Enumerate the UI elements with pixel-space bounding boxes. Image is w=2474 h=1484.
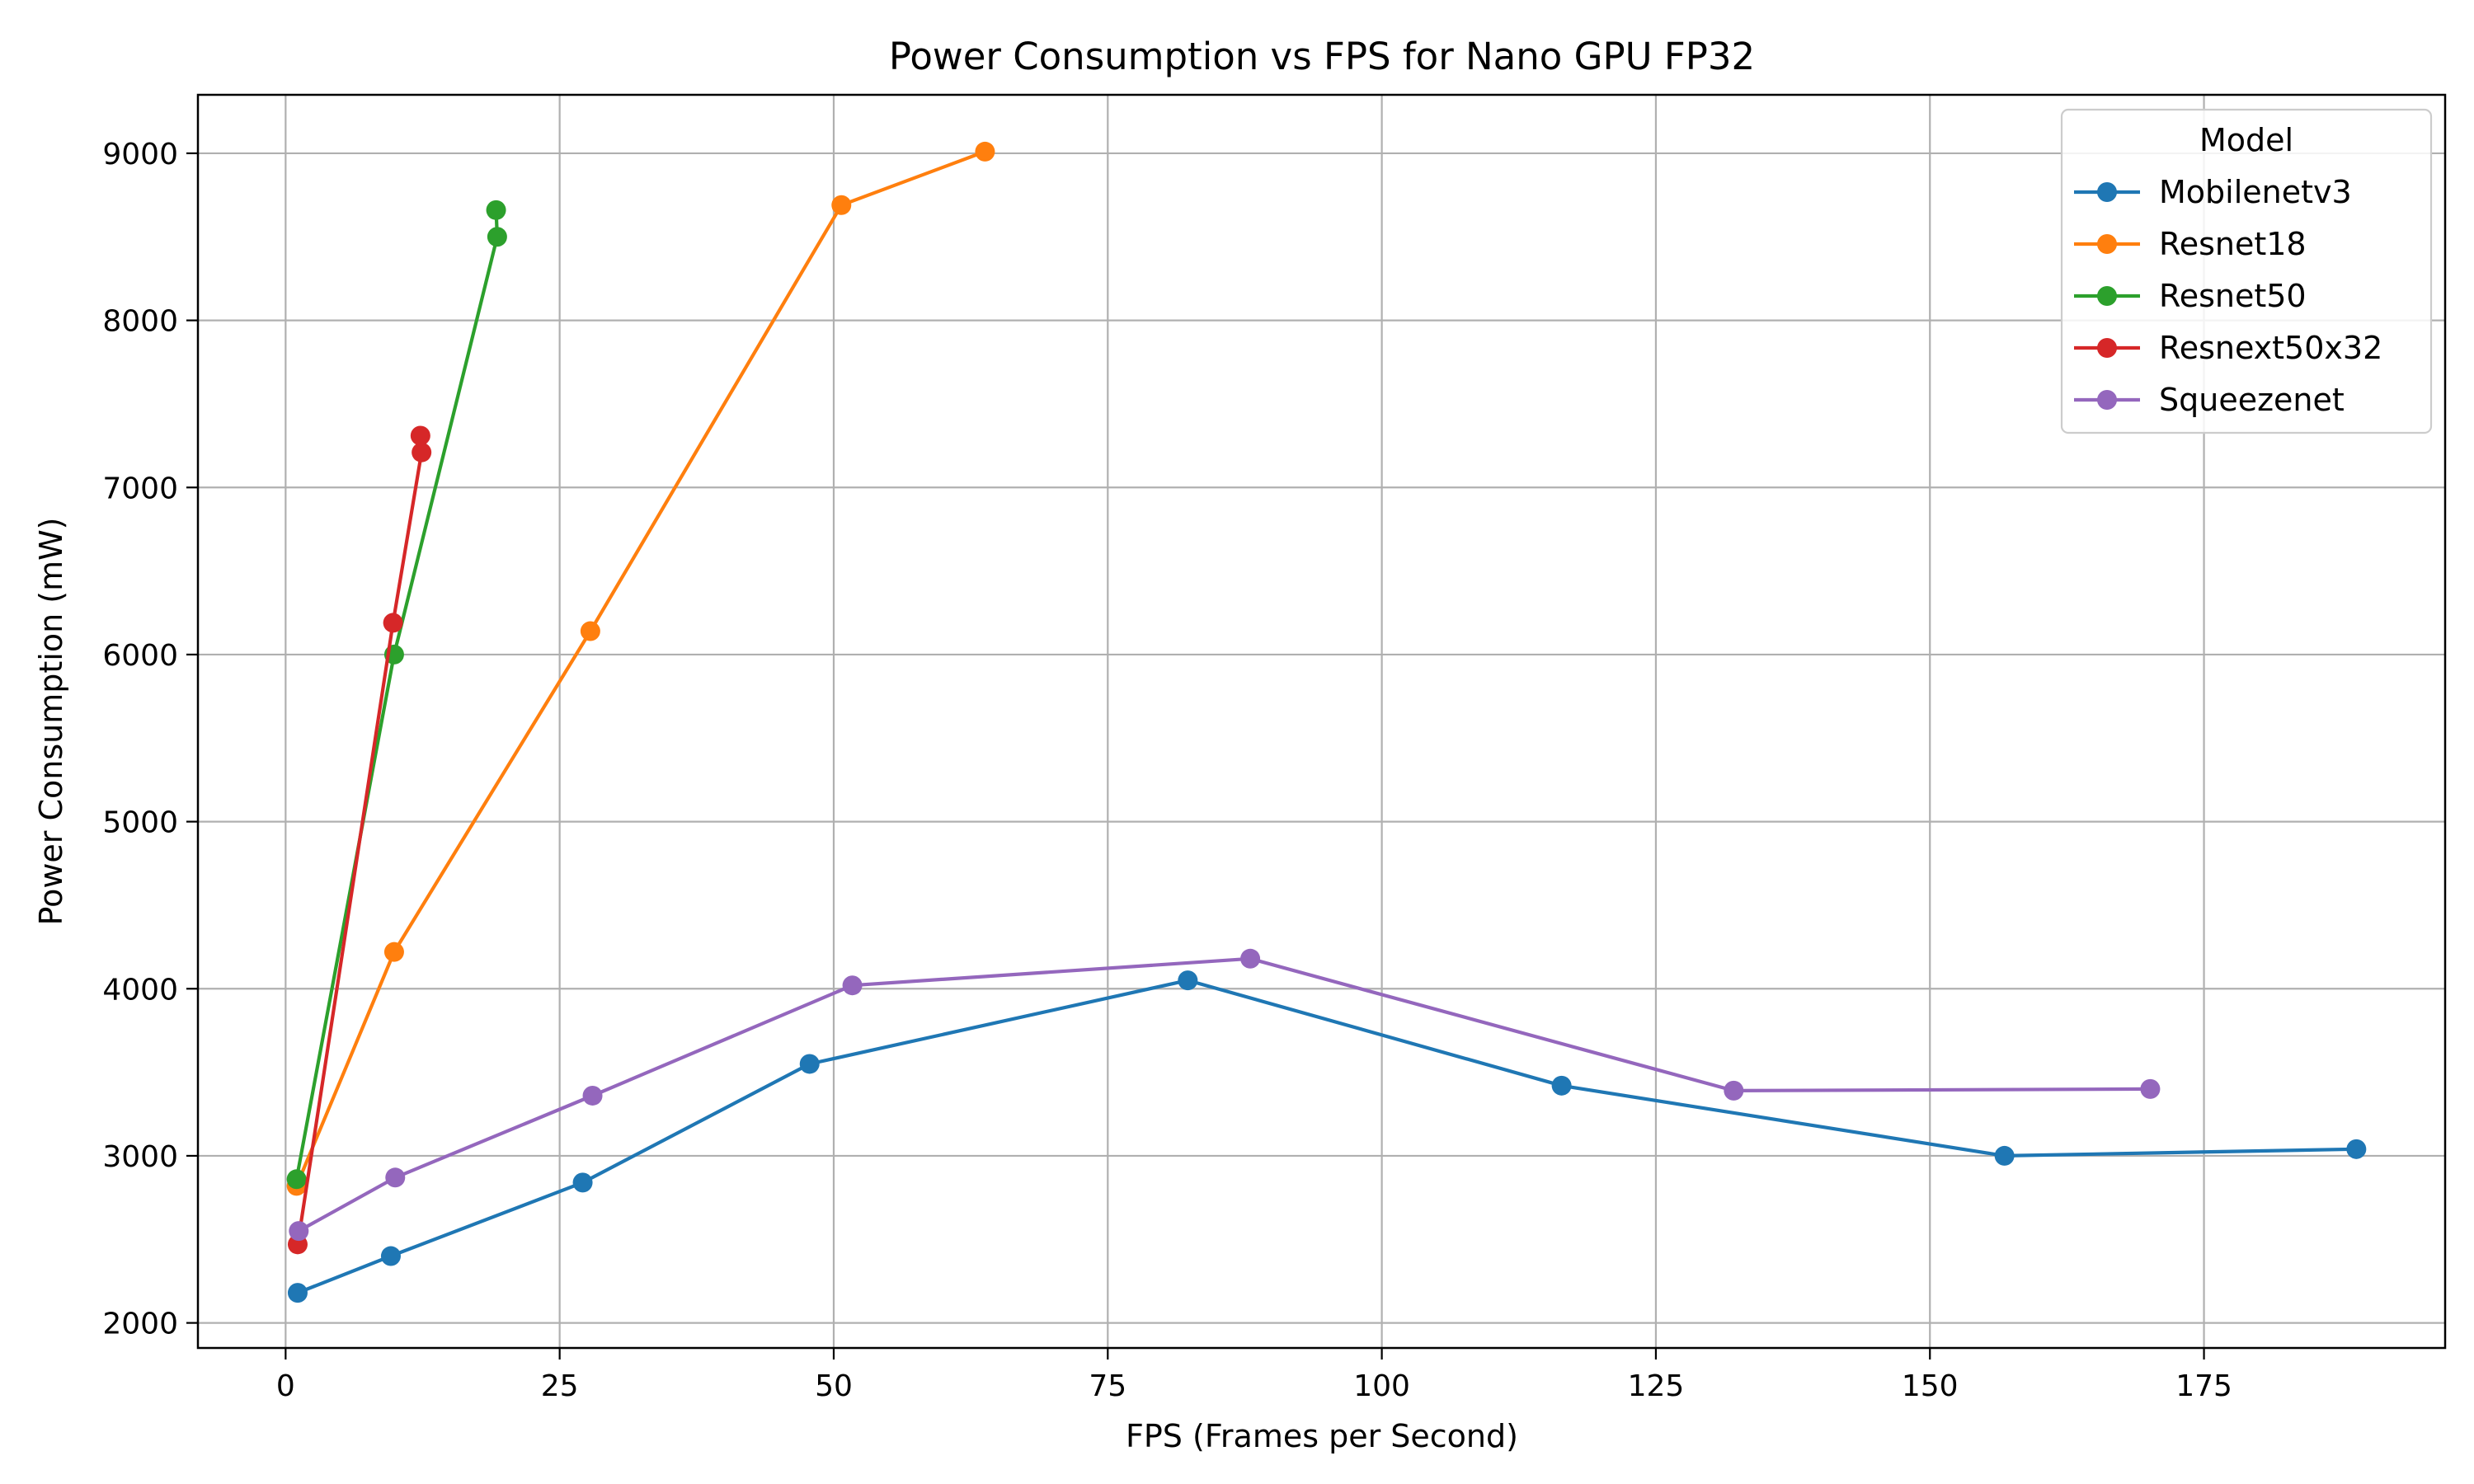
chart-title: Power Consumption vs FPS for Nano GPU FP… bbox=[889, 35, 1755, 78]
data-point bbox=[410, 425, 430, 446]
data-point bbox=[2346, 1139, 2367, 1159]
legend-marker bbox=[2097, 182, 2117, 202]
y-tick-label: 8000 bbox=[102, 305, 178, 339]
x-tick-label: 25 bbox=[541, 1369, 579, 1403]
x-tick-label: 125 bbox=[1628, 1369, 1685, 1403]
plot-frame bbox=[196, 93, 2447, 1350]
legend-item-squeezenet: Squeezenet bbox=[2074, 382, 2345, 418]
y-tick-label: 9000 bbox=[102, 138, 178, 171]
data-point bbox=[1724, 1080, 1744, 1101]
data-point bbox=[582, 1085, 603, 1106]
y-tick-label: 5000 bbox=[102, 806, 178, 840]
y-tick-label: 6000 bbox=[102, 639, 178, 673]
data-point bbox=[975, 141, 995, 162]
data-point bbox=[380, 1246, 401, 1266]
data-point bbox=[842, 975, 863, 996]
data-point bbox=[1240, 948, 1261, 969]
legend-label: Squeezenet bbox=[2159, 382, 2345, 418]
series-resnet18 bbox=[286, 141, 995, 1196]
legend-item-resnet50: Resnet50 bbox=[2074, 278, 2307, 314]
data-point bbox=[286, 1169, 307, 1190]
data-point bbox=[1178, 970, 1198, 991]
y-tick-label: 4000 bbox=[102, 973, 178, 1007]
legend-marker bbox=[2097, 338, 2117, 358]
legend-label: Resnet18 bbox=[2159, 226, 2307, 262]
legend-marker bbox=[2097, 390, 2117, 410]
legend-title: Model bbox=[2199, 122, 2293, 158]
series-line bbox=[294, 209, 500, 1180]
data-point bbox=[385, 1167, 406, 1188]
legend-label: Resnet50 bbox=[2159, 278, 2307, 314]
x-axis-label: FPS (Frames per Second) bbox=[1126, 1418, 1518, 1454]
y-tick-label: 2000 bbox=[102, 1308, 178, 1341]
data-point bbox=[580, 621, 600, 641]
x-tick-label: 175 bbox=[2175, 1369, 2232, 1403]
data-point bbox=[289, 1221, 309, 1242]
legend-marker bbox=[2097, 286, 2117, 306]
data-point bbox=[1551, 1075, 1572, 1096]
legend-item-resnext50x32: Resnext50x32 bbox=[2074, 330, 2382, 366]
series-squeezenet bbox=[289, 948, 2161, 1242]
series-layer bbox=[286, 141, 2367, 1303]
data-point bbox=[383, 942, 404, 962]
data-point bbox=[1994, 1145, 2015, 1166]
data-point bbox=[572, 1172, 593, 1193]
data-point bbox=[2140, 1078, 2161, 1099]
y-tick-label: 3000 bbox=[102, 1140, 178, 1174]
legend-label: Resnext50x32 bbox=[2159, 330, 2382, 366]
legend-item-resnet18: Resnet18 bbox=[2074, 226, 2307, 262]
data-point bbox=[486, 200, 506, 220]
series-line bbox=[297, 978, 2357, 1295]
legend: Model Mobilenetv3 Resnet18 Resnet50 Resnext5… bbox=[2060, 108, 2433, 434]
data-point bbox=[412, 442, 432, 463]
legend-item-mobilenetv3: Mobilenetv3 bbox=[2074, 174, 2352, 210]
x-tick-label: 150 bbox=[1902, 1369, 1959, 1403]
data-point bbox=[383, 613, 403, 633]
legend-marker bbox=[2097, 234, 2117, 254]
legend-box bbox=[2060, 108, 2433, 434]
data-point bbox=[287, 1283, 308, 1303]
data-point bbox=[831, 195, 852, 215]
legend-label: Mobilenetv3 bbox=[2159, 174, 2352, 210]
x-tick-label: 0 bbox=[276, 1369, 295, 1403]
x-tick-label: 50 bbox=[815, 1369, 853, 1403]
data-point bbox=[487, 227, 507, 247]
y-axis-label: Power Consumption (mW) bbox=[33, 518, 69, 926]
series-mobilenetv3 bbox=[287, 970, 2367, 1303]
y-tick-label: 7000 bbox=[102, 472, 178, 505]
x-tick-label: 100 bbox=[1353, 1369, 1410, 1403]
x-tick-label: 75 bbox=[1089, 1369, 1126, 1403]
axis-ticks: 0 25 50 75 100 125 150 175 2000 3000 4000 5000 6000 7… bbox=[102, 138, 2232, 1403]
data-point bbox=[799, 1054, 820, 1074]
